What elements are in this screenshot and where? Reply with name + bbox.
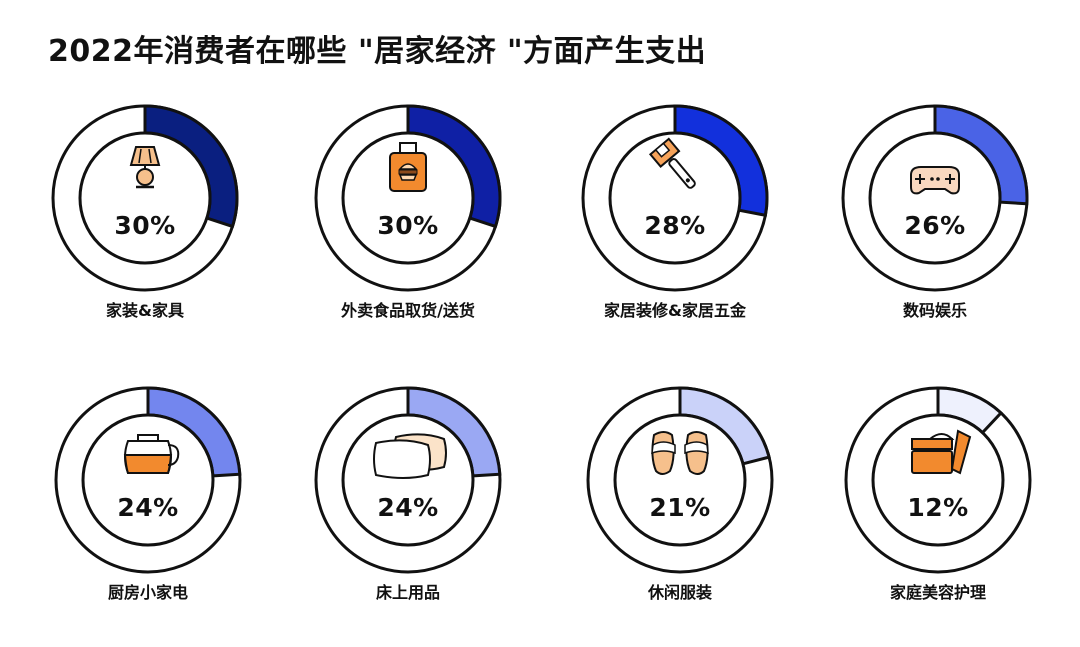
category-label: 床上用品 bbox=[375, 583, 440, 602]
donut-inner-ring bbox=[613, 413, 747, 547]
donut-inner-ring bbox=[81, 413, 215, 547]
donut-item: 21% 休闲服装 bbox=[585, 385, 795, 625]
donut-chart bbox=[586, 386, 774, 574]
donut-chart bbox=[581, 104, 769, 292]
value-label: 26% bbox=[904, 211, 966, 240]
value-label: 28% bbox=[644, 211, 706, 240]
pillows-icon bbox=[373, 433, 447, 479]
donut-chart bbox=[314, 104, 502, 292]
cream-jar-icon bbox=[911, 429, 972, 475]
value-label: 30% bbox=[377, 211, 439, 240]
donut-inner-ring bbox=[608, 131, 742, 265]
category-label: 家庭美容护理 bbox=[889, 583, 986, 602]
donut-inner-ring bbox=[868, 131, 1002, 265]
donut-item: 12% 家庭美容护理 bbox=[843, 385, 1053, 625]
category-label: 数码娱乐 bbox=[902, 301, 967, 320]
donut-item: 30% 外卖食品取货/送货 bbox=[313, 103, 523, 343]
donut-item: 26% 数码娱乐 bbox=[840, 103, 1050, 343]
donut-inner-ring bbox=[341, 131, 475, 265]
category-label: 厨房小家电 bbox=[107, 583, 188, 602]
category-label: 家居装修&家居五金 bbox=[604, 301, 746, 320]
value-label: 24% bbox=[117, 493, 179, 522]
donut-chart bbox=[314, 386, 502, 574]
lamp-icon bbox=[129, 146, 161, 189]
wrench-icon bbox=[648, 137, 696, 189]
category-label: 休闲服装 bbox=[647, 583, 712, 602]
chart-title: 2022年消费者在哪些 "居家经济 "方面产生支出 bbox=[48, 34, 707, 69]
donut-chart bbox=[841, 104, 1029, 292]
takeout-bag-icon bbox=[389, 142, 427, 192]
value-label: 30% bbox=[114, 211, 176, 240]
donut-item: 28% 家居装修&家居五金 bbox=[580, 103, 790, 343]
category-label: 家装&家具 bbox=[106, 301, 184, 320]
category-label: 外卖食品取货/送货 bbox=[341, 301, 475, 320]
donut-item: 24% 床上用品 bbox=[313, 385, 523, 625]
slippers-icon bbox=[651, 431, 709, 475]
gamepad-icon bbox=[910, 166, 960, 195]
coffee-pot-icon bbox=[123, 434, 180, 474]
value-label: 24% bbox=[377, 493, 439, 522]
donut-inner-ring bbox=[871, 413, 1005, 547]
donut-chart bbox=[51, 104, 239, 292]
donut-item: 24% 厨房小家电 bbox=[53, 385, 263, 625]
donut-chart bbox=[54, 386, 242, 574]
donut-chart bbox=[844, 386, 1032, 574]
value-label: 12% bbox=[907, 493, 969, 522]
donut-inner-ring bbox=[78, 131, 212, 265]
donut-item: 30% 家装&家具 bbox=[50, 103, 260, 343]
value-label: 21% bbox=[649, 493, 711, 522]
